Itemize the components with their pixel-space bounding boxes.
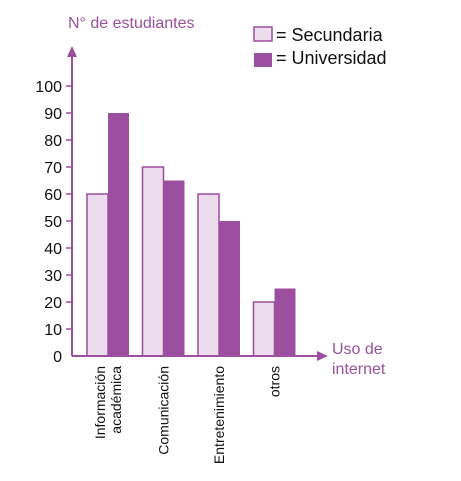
legend-swatch-universidad bbox=[254, 53, 272, 67]
bar-secundaria-2 bbox=[197, 193, 220, 357]
category-label: Entretenimiento bbox=[211, 366, 227, 464]
y-axis-arrow-icon bbox=[67, 46, 77, 57]
y-axis-title: N° de estudiantes bbox=[68, 15, 194, 32]
x-axis-title-line-1: Uso de bbox=[332, 341, 383, 358]
bar-universidad-3 bbox=[274, 288, 296, 356]
y-axis-ticks: 0 10 20 30 40 50 60 70 80 90 100 bbox=[35, 79, 72, 366]
category-label: Información bbox=[92, 366, 108, 439]
legend: = Secundaria = Universidad bbox=[253, 25, 387, 68]
category-label: Comunicación bbox=[156, 366, 172, 455]
y-tick-label: 20 bbox=[44, 295, 62, 312]
y-tick-label: 70 bbox=[44, 160, 62, 177]
x-axis-arrow-icon bbox=[317, 351, 328, 361]
legend-swatch-secundaria bbox=[253, 26, 273, 42]
y-tick-label: 40 bbox=[44, 241, 62, 258]
bar-secundaria-0 bbox=[86, 193, 109, 357]
category-label: académica bbox=[108, 366, 124, 434]
y-tick-label: 50 bbox=[44, 214, 62, 231]
y-tick-label: 90 bbox=[44, 106, 62, 123]
bar-universidad-0 bbox=[108, 113, 129, 356]
bar-secundaria-1 bbox=[141, 166, 165, 357]
y-tick-label: 30 bbox=[44, 268, 62, 285]
y-tick-label: 10 bbox=[44, 322, 62, 339]
y-tick-label: 100 bbox=[35, 79, 62, 96]
y-tick-label: 60 bbox=[44, 187, 62, 204]
category-label: otros bbox=[267, 366, 283, 397]
bar-universidad-1 bbox=[163, 180, 185, 356]
bars bbox=[86, 113, 296, 357]
x-axis-title-line-2: internet bbox=[332, 361, 386, 378]
bar-universidad-2 bbox=[219, 221, 240, 356]
legend-label-secundaria: = Secundaria bbox=[276, 25, 384, 45]
y-tick-label: 80 bbox=[44, 133, 62, 150]
y-tick-label: 0 bbox=[53, 349, 62, 366]
legend-label-universidad: = Universidad bbox=[276, 48, 387, 68]
category-labels: Información académica Comunicación Entreten… bbox=[92, 366, 283, 464]
bar-secundaria-3 bbox=[252, 301, 276, 357]
